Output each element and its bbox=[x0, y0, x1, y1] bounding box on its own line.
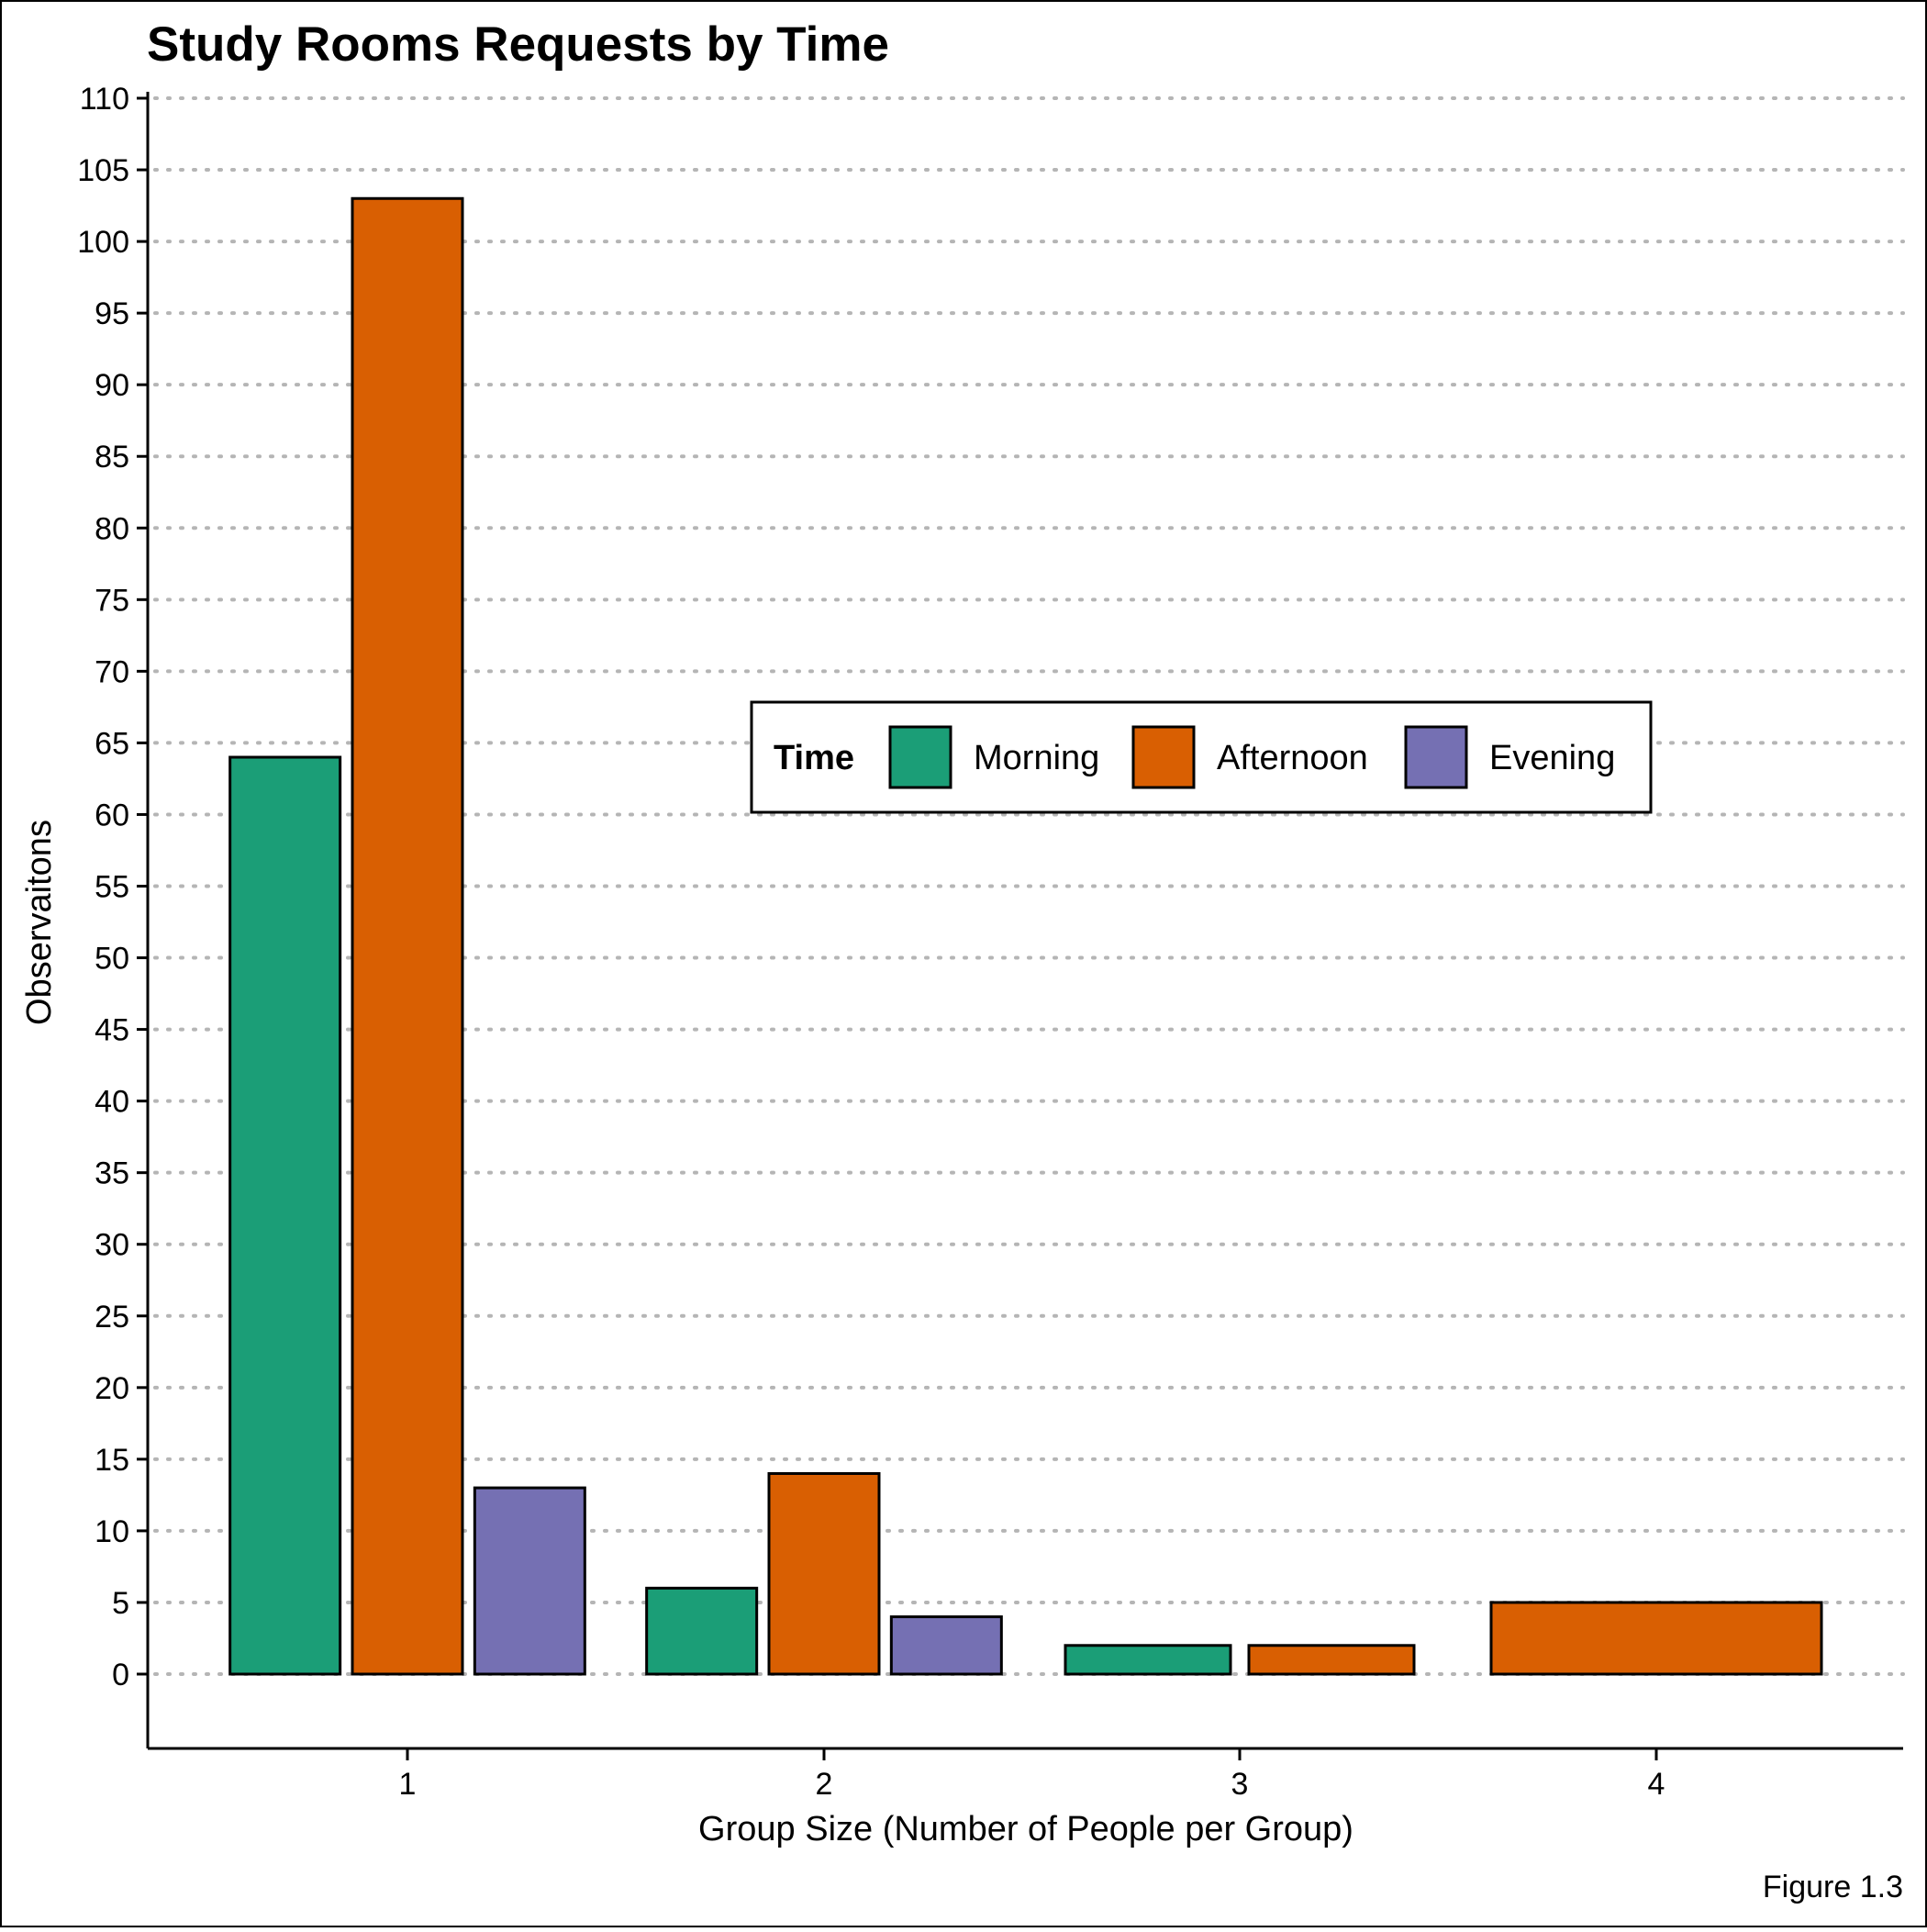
legend-label-evening: Evening bbox=[1489, 739, 1615, 777]
legend-title: Time bbox=[774, 739, 854, 777]
y-tick-label: 65 bbox=[95, 726, 129, 761]
bar-morning-1 bbox=[228, 755, 342, 1676]
y-tick-label: 45 bbox=[95, 1013, 129, 1048]
legend-key-evening bbox=[1404, 725, 1468, 789]
y-tick-label: 100 bbox=[77, 225, 129, 260]
chart-title: Study Rooms Requests by Time bbox=[147, 17, 889, 72]
legend-items: Morning Afternoon Evening bbox=[888, 725, 1615, 789]
y-tick-label: 40 bbox=[95, 1085, 129, 1120]
y-tick-label: 55 bbox=[95, 870, 129, 905]
bar-evening-2 bbox=[889, 1615, 1003, 1676]
legend-label-morning: Morning bbox=[974, 739, 1099, 777]
bars bbox=[228, 196, 1823, 1676]
y-tick-label: 30 bbox=[95, 1228, 129, 1263]
y-tick-label: 50 bbox=[95, 942, 129, 977]
y-axis-ticks: 0 5 10 15 20 25 30 35 40 45 50 55 60 65 70 75 80 85 90 95 10… bbox=[77, 82, 148, 1692]
y-tick-label: 75 bbox=[95, 583, 129, 618]
legend-key-afternoon bbox=[1131, 725, 1196, 789]
x-tick-label: 1 bbox=[399, 1767, 417, 1802]
legend-key-morning bbox=[888, 725, 952, 789]
legend-label-afternoon: Afternoon bbox=[1217, 739, 1368, 777]
y-tick-label: 5 bbox=[112, 1586, 129, 1621]
y-tick-label: 35 bbox=[95, 1156, 129, 1191]
y-tick-label: 95 bbox=[95, 296, 129, 331]
y-tick-label: 90 bbox=[95, 368, 129, 403]
x-tick-label: 3 bbox=[1231, 1767, 1249, 1802]
figure-caption: Figure 1.3 bbox=[1763, 1870, 1903, 1904]
y-tick-label: 110 bbox=[80, 82, 129, 117]
bar-morning-2 bbox=[645, 1586, 759, 1676]
y-tick-label: 70 bbox=[95, 654, 129, 689]
y-tick-label: 10 bbox=[95, 1514, 129, 1549]
bar-afternoon-3 bbox=[1247, 1644, 1416, 1676]
legend: Time Morning Afternoon Evening bbox=[750, 700, 1653, 814]
x-axis-ticks: 1 2 3 4 bbox=[399, 1748, 1665, 1802]
y-axis-label: Observaitons bbox=[20, 820, 59, 1025]
x-tick-label: 4 bbox=[1648, 1767, 1665, 1802]
y-tick-label: 25 bbox=[95, 1300, 129, 1335]
x-tick-label: 2 bbox=[816, 1767, 833, 1802]
bar-afternoon-4 bbox=[1489, 1601, 1823, 1676]
bar-afternoon-1 bbox=[351, 196, 464, 1676]
y-tick-label: 0 bbox=[112, 1658, 129, 1692]
y-tick-label: 60 bbox=[95, 798, 129, 832]
y-tick-label: 15 bbox=[95, 1443, 129, 1478]
bar-afternoon-2 bbox=[767, 1471, 881, 1676]
y-tick-label: 105 bbox=[77, 153, 129, 188]
x-axis-label: Group Size (Number of People per Group) bbox=[698, 1810, 1353, 1848]
y-tick-label: 20 bbox=[95, 1371, 129, 1406]
bar-morning-3 bbox=[1064, 1644, 1232, 1676]
y-tick-label: 80 bbox=[95, 511, 129, 546]
bar-evening-1 bbox=[473, 1486, 586, 1676]
y-tick-label: 85 bbox=[95, 440, 129, 475]
